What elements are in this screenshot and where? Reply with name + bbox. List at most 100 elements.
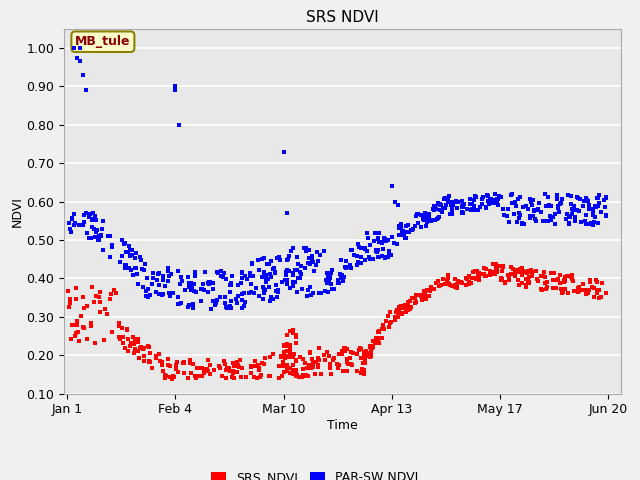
Point [492,265,502,273]
Point [268,350,278,358]
Point [443,195,453,203]
Point [552,204,563,212]
Point [515,211,525,219]
Point [396,220,406,228]
Point [403,298,413,306]
Point [397,309,408,317]
Point [594,192,604,199]
Point [582,196,592,204]
Point [221,364,232,372]
Point [420,291,431,299]
Point [186,286,196,293]
Point [89,298,99,305]
Point [393,310,403,318]
Point [594,199,604,207]
Point [547,276,557,284]
Point [285,327,295,335]
Point [405,298,415,305]
Point [122,326,132,334]
Point [320,357,330,364]
Point [467,268,477,276]
Point [527,272,537,279]
Text: MB_tule: MB_tule [75,35,131,48]
Point [278,358,289,365]
Point [440,201,451,209]
Point [365,352,375,360]
Point [361,348,371,356]
Point [529,206,540,214]
Point [522,283,532,291]
Point [118,240,129,248]
Point [316,370,326,378]
Point [168,372,179,380]
Point [481,204,491,211]
Point [447,199,457,206]
Point [457,208,467,216]
Point [130,264,140,272]
Point [364,354,374,361]
Point [325,271,335,278]
Point [301,364,312,372]
Point [158,276,168,284]
Point [154,350,164,358]
Point [278,349,289,357]
Point [445,210,455,217]
Point [591,203,602,211]
Point [570,217,580,225]
Point [572,206,582,214]
Point [340,263,350,271]
Point [461,275,472,282]
Point [136,256,146,264]
Point [492,268,502,276]
Point [225,304,236,312]
Point [367,255,378,263]
Point [573,284,583,292]
Point [548,285,559,292]
Point [397,231,408,239]
Point [471,193,481,201]
Point [540,190,550,198]
Point [499,205,509,213]
Point [221,374,231,382]
Point [540,279,550,287]
Point [417,291,428,299]
Point [305,364,316,372]
Point [374,335,384,342]
Point [459,200,469,208]
Point [170,86,180,94]
Point [398,227,408,234]
Point [397,228,407,236]
Point [451,198,461,206]
Point [545,203,555,210]
Point [120,239,131,247]
Point [443,279,453,287]
Point [266,274,276,281]
Point [281,352,291,360]
Point [386,318,396,326]
Point [552,191,562,199]
Point [115,258,125,266]
Point [269,269,280,277]
Point [282,340,292,348]
Point [590,214,600,221]
Point [189,280,199,288]
Point [589,218,599,226]
Point [212,269,223,277]
Point [569,287,579,294]
Point [504,276,514,284]
Point [358,370,369,378]
Point [220,275,230,283]
Point [528,196,538,204]
Point [172,359,182,366]
Point [444,274,454,282]
Point [448,201,458,209]
Point [337,350,347,358]
Point [95,309,106,316]
Point [96,232,106,240]
Point [346,264,356,272]
Point [226,281,236,288]
Point [377,239,387,247]
Point [353,258,363,265]
Point [371,334,381,342]
Point [282,281,292,288]
